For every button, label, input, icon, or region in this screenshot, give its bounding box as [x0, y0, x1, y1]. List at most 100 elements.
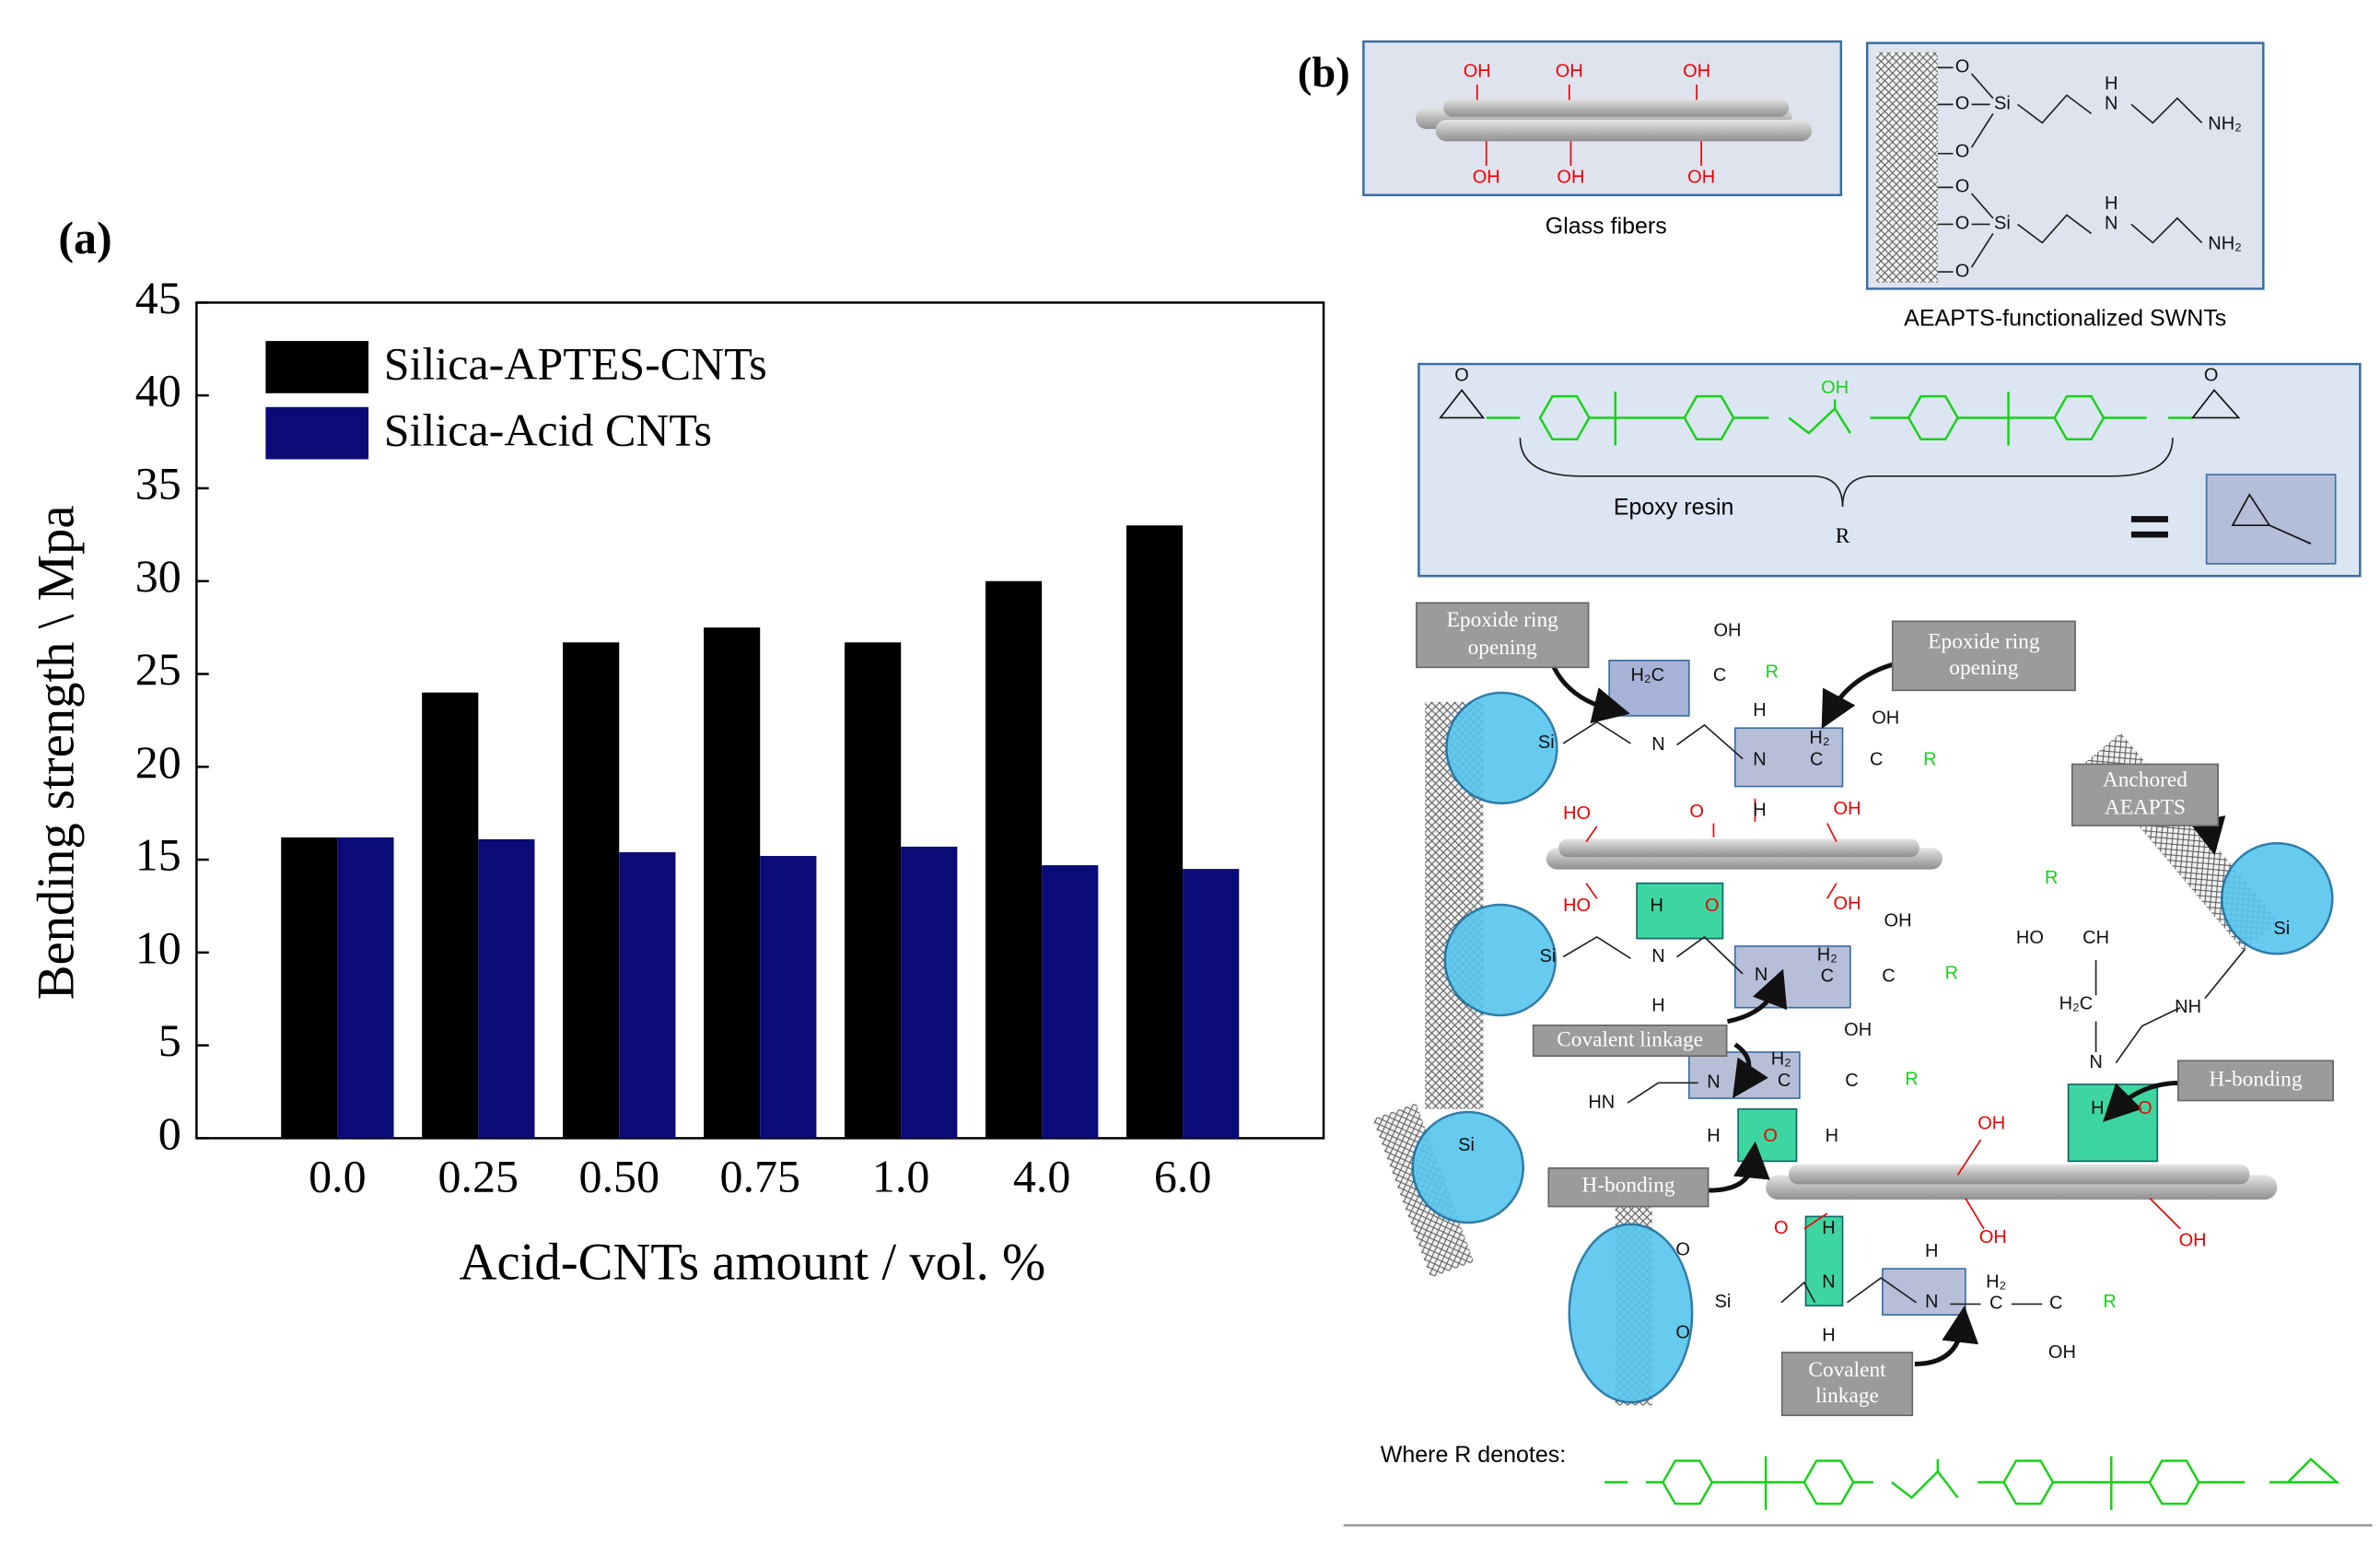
x-tick-label: 1.0: [872, 1151, 929, 1202]
chem-label: OH: [2048, 1342, 2076, 1363]
callout-label: H-bonding: [2176, 1060, 2334, 1102]
plot-frame: [195, 301, 1325, 1140]
epoxide: [2231, 493, 2312, 545]
chem-label: H: [2091, 1098, 2104, 1119]
nanotube: [1876, 52, 1938, 283]
chem-label: H₂: [1809, 728, 1829, 748]
chem-label: OH: [1872, 709, 1899, 729]
chem-label: OH: [1844, 1020, 1872, 1040]
chem-label: O: [1955, 141, 1970, 161]
chem-label: O: [1675, 1239, 1690, 1259]
chem-label: OH: [2179, 1230, 2207, 1250]
chem-label: H₂C: [1630, 665, 1664, 685]
bar: [281, 837, 338, 1139]
chem-label: OH: [1834, 799, 1861, 819]
chem-label: C: [1713, 665, 1726, 685]
chem-label: N: [1753, 750, 1766, 770]
bar: [844, 642, 902, 1139]
chem-label: H₂: [1817, 944, 1838, 965]
chem-label: O: [1955, 214, 1970, 234]
callout: Covalent linkage: [1532, 1024, 1728, 1058]
chem-label: N: [1822, 1271, 1835, 1292]
chem-label: H₂C: [2059, 994, 2094, 1014]
chem-label: C: [1870, 750, 1883, 770]
callout: Anchored AEAPTS: [2071, 763, 2219, 826]
chem-label: H: [1651, 896, 1663, 916]
epoxide: [1439, 389, 2241, 419]
caption: Epoxy resin: [1614, 494, 1734, 520]
chem-label: OH: [1473, 168, 1500, 188]
chem-label: R: [1766, 662, 1779, 682]
caption: Where R denotes:: [1381, 1442, 1566, 1468]
chem-label: H: [1925, 1241, 1938, 1261]
chem-label: N: [2105, 94, 2118, 114]
chem-label: O: [1955, 261, 1970, 281]
y-tick-label: 10: [135, 921, 181, 973]
y-tick-label: 45: [135, 272, 181, 323]
brace: [1519, 438, 2174, 508]
chem-label: Si: [1538, 732, 1555, 753]
chem-label: R: [1905, 1069, 1918, 1089]
x-tick-label: 0.50: [579, 1151, 659, 1202]
chem-label: R: [1923, 750, 1936, 770]
bar: [704, 627, 761, 1139]
chem-label: H: [1707, 1126, 1720, 1146]
x-tick-label: 0.75: [719, 1151, 799, 1202]
chem-label: Si: [1994, 214, 2011, 234]
chem-label: N: [1755, 965, 1768, 985]
chem-label: Si: [1994, 94, 2011, 114]
bar: [760, 856, 817, 1139]
chem-label: C: [1810, 750, 1823, 770]
bonds: [1476, 84, 1702, 167]
highlight-boxes: [1608, 660, 2159, 1316]
callout-label: Anchored AEAPTS: [2071, 763, 2219, 826]
schematic: (b) Glass fibers AEAPTS-functionalized S…: [1298, 40, 2373, 1527]
chem-label: C: [1821, 966, 1834, 987]
chem-label: OH: [1557, 168, 1584, 188]
chem-label: C: [1882, 966, 1895, 987]
callout-label: Covalent linkage: [1780, 1352, 1914, 1417]
chem-label: O: [2204, 366, 2219, 386]
chem-label: O: [1955, 177, 1970, 197]
chem-label: CH: [2082, 928, 2109, 948]
bonds: [1937, 66, 2203, 273]
x-tick-label: 0.0: [309, 1151, 366, 1202]
chem-label: OH: [1821, 378, 1849, 398]
chem-label: O: [1955, 94, 1970, 114]
callout: H-bonding: [1547, 1167, 1709, 1208]
y-tick-label: 0: [158, 1107, 181, 1159]
chem-label: OH: [1713, 620, 1741, 640]
bar: [478, 838, 535, 1139]
chem-label: HO: [2016, 928, 2044, 948]
chem-label: H: [1753, 801, 1766, 821]
bar: [422, 692, 479, 1139]
bar: [619, 851, 676, 1139]
y-tick-label: 25: [135, 643, 181, 695]
chem-label: C: [1845, 1071, 1858, 1091]
chem-label: Si: [1715, 1292, 1732, 1312]
callout-label: Covalent linkage: [1532, 1024, 1728, 1058]
chem-label: H₂: [1986, 1271, 2006, 1292]
caption: R: [1836, 524, 1850, 548]
chem-label: N: [1651, 946, 1664, 966]
chem-label: O: [1774, 1218, 1789, 1238]
chem-label: O: [2138, 1098, 2152, 1119]
y-tick-label: 35: [135, 457, 181, 509]
chem-label: C: [1778, 1071, 1791, 1091]
chem-label: N: [1925, 1292, 1938, 1312]
epoxy-structure: [1486, 392, 2193, 446]
caption: AEAPTS-functionalized SWNTs: [1904, 305, 2226, 331]
x-tick-label: 4.0: [1013, 1151, 1070, 1202]
chem-label: OH: [1683, 62, 1710, 82]
chem-label: OH: [1834, 894, 1861, 914]
bar: [337, 837, 394, 1139]
chem-label: C: [1989, 1294, 2002, 1314]
chem-label: Si: [2273, 919, 2290, 939]
callout-label: Epoxide ring opening: [1891, 620, 2076, 692]
chem-label: NH₂: [2208, 233, 2242, 253]
callout-label: Epoxide ring opening: [1416, 602, 1590, 669]
chem-label: HO: [1563, 803, 1591, 824]
callout-label: H-bonding: [1547, 1167, 1709, 1208]
r-structure: [1604, 1456, 2340, 1510]
